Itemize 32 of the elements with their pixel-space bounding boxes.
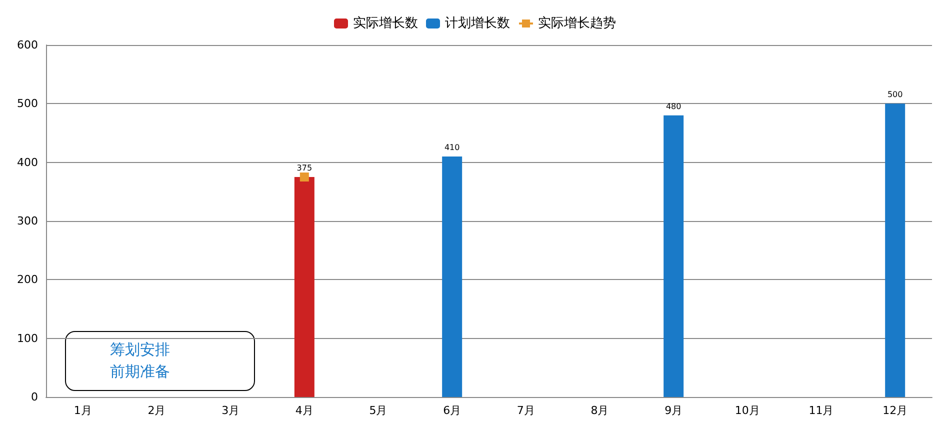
bar [442,156,462,397]
legend-label: 计划增长数 [445,16,510,31]
x-tick-label: 12月 [882,404,908,417]
annotation: 筹划安排 [110,340,170,358]
y-tick-label: 500 [17,97,38,110]
legend-label: 实际增长数 [353,16,418,31]
x-tick-label: 8月 [590,404,609,417]
bar [885,104,906,397]
legend-label: 实际增长趋势 [538,16,616,31]
y-tick-label: 400 [17,156,38,169]
y-tick-label: 600 [17,38,38,52]
x-tick-label: 11月 [808,404,834,417]
x-tick-label: 10月 [734,404,760,417]
data-label: 410 [444,142,460,152]
y-tick-label: 100 [17,332,38,345]
y-tick-label: 0 [31,390,38,404]
annotation: 前期准备 [110,362,170,380]
data-label: 375 [296,164,312,172]
y-tick-label: 200 [17,273,38,286]
x-tick-label: 3月 [222,404,240,417]
x-tick-label: 9月 [664,404,683,417]
x-tick-label: 5月 [369,404,388,417]
data-label: 500 [887,90,903,100]
bar [664,115,684,397]
x-tick-label: 4月 [295,404,314,417]
x-tick-label: 1月 [74,404,92,417]
x-tick-label: 2月 [148,404,166,417]
x-tick-label: 7月 [516,404,535,417]
y-tick-label: 300 [17,214,38,228]
bar [294,177,314,397]
data-label: 480 [666,102,682,111]
x-tick-label: 6月 [443,404,462,417]
